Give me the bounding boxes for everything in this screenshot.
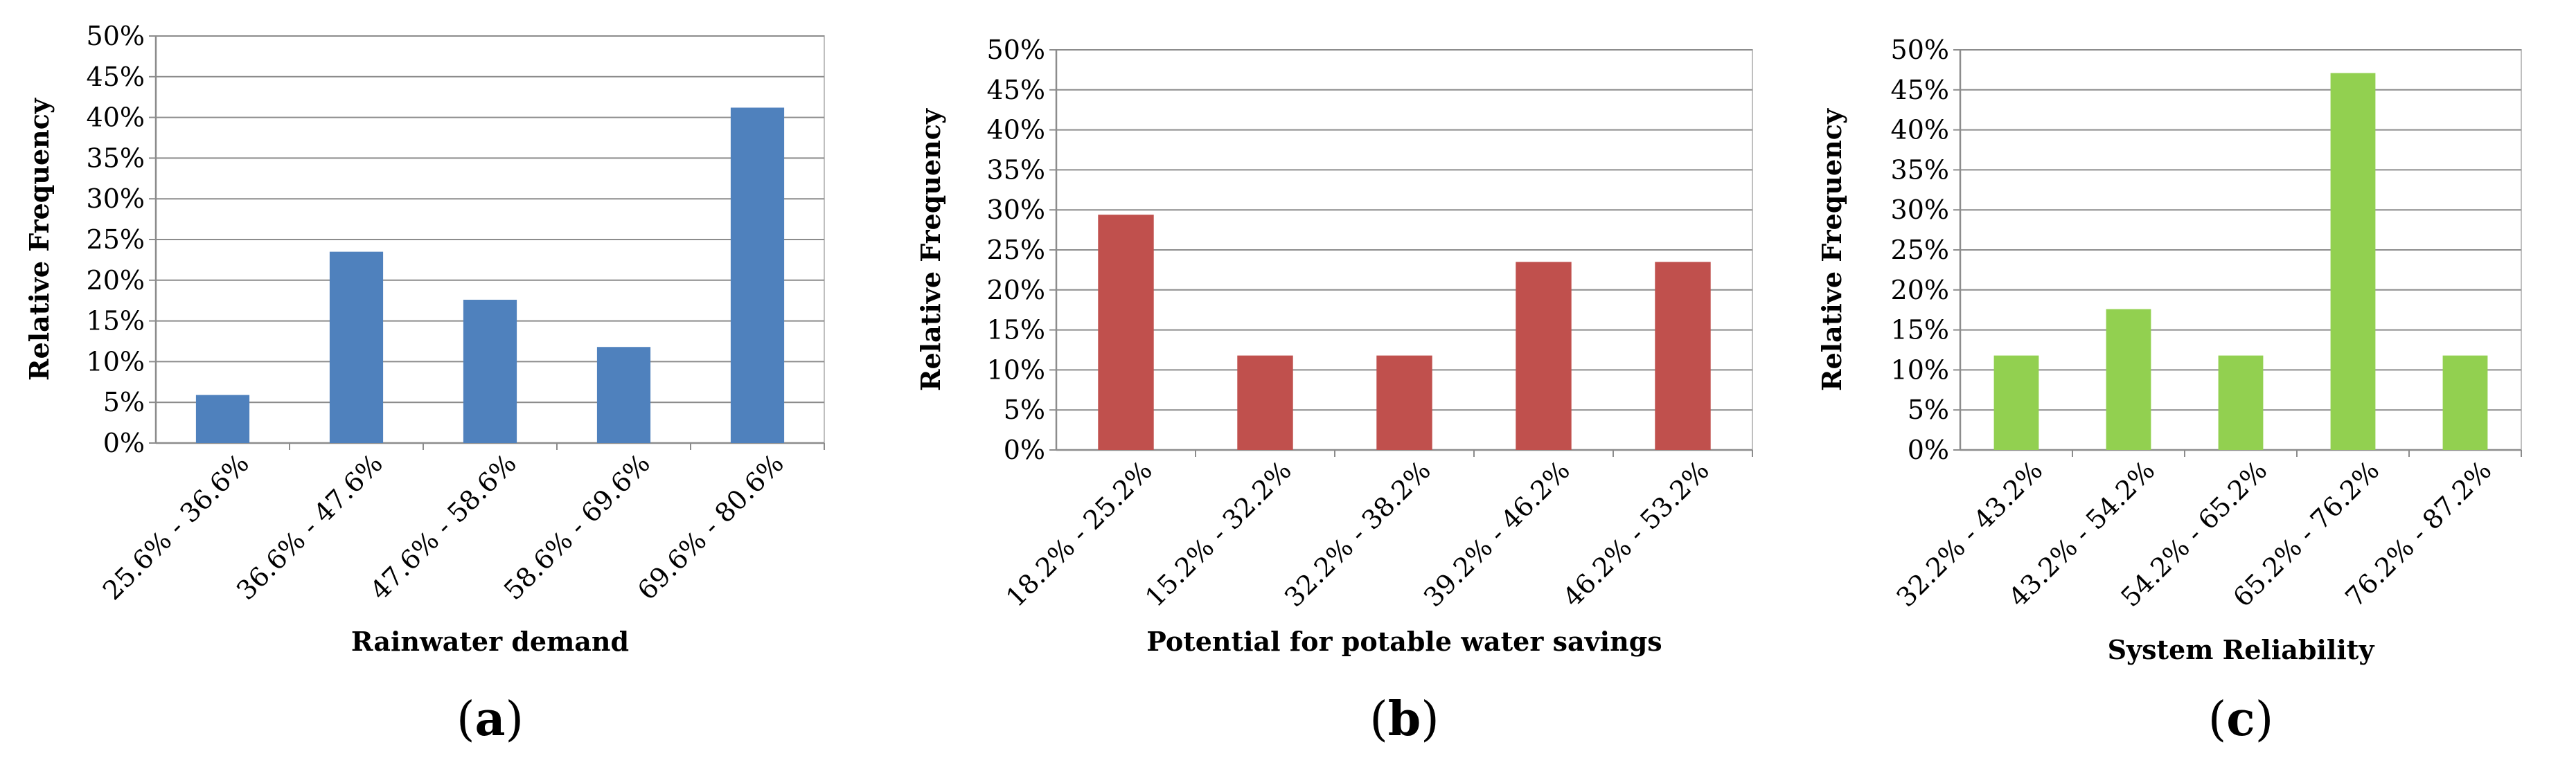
x-tick-label: 32.2% - 38.2% xyxy=(1279,455,1437,613)
chart-c: 0%5%10%15%20%25%30%35%40%45%50%32.2% - 4… xyxy=(1816,35,2522,747)
bar-b-5[interactable] xyxy=(1655,262,1711,450)
x-tick-label: 25.6% - 36.6% xyxy=(97,448,255,606)
y-tick-label: 5% xyxy=(103,387,145,417)
y-axis-title: Relative Frequency xyxy=(1816,108,1847,391)
bar-c-1[interactable] xyxy=(1993,355,2039,450)
y-tick-label: 35% xyxy=(87,143,145,173)
y-axis-title: Relative Frequency xyxy=(24,98,55,381)
x-tick-label: 58.6% - 69.6% xyxy=(498,448,656,606)
y-tick-label: 45% xyxy=(987,75,1045,105)
y-tick-label: 20% xyxy=(987,275,1045,305)
x-tick-label: 47.6% - 58.6% xyxy=(364,448,522,606)
y-tick-label: 5% xyxy=(1908,395,1949,425)
bar-b-3[interactable] xyxy=(1376,355,1432,450)
y-tick-label: 15% xyxy=(1891,315,1949,345)
y-tick-label: 35% xyxy=(987,154,1045,185)
bar-b-1[interactable] xyxy=(1098,215,1154,450)
panel-label: (a) xyxy=(456,692,524,747)
bar-a-4[interactable] xyxy=(596,347,651,443)
y-tick-label: 10% xyxy=(1891,354,1949,385)
y-tick-label: 10% xyxy=(987,354,1045,385)
y-tick-label: 25% xyxy=(987,235,1045,265)
x-axis-title: System Reliability xyxy=(2108,634,2375,665)
x-axis-title: Rainwater demand xyxy=(351,626,629,657)
bar-c-5[interactable] xyxy=(2442,355,2488,450)
y-tick-label: 5% xyxy=(1004,395,1045,425)
y-tick-label: 35% xyxy=(1891,154,1949,185)
y-tick-label: 50% xyxy=(987,35,1045,65)
panel-label: (c) xyxy=(2208,692,2273,747)
y-tick-label: 45% xyxy=(87,62,145,92)
y-tick-label: 0% xyxy=(1908,435,1949,465)
y-tick-label: 45% xyxy=(1891,75,1949,105)
y-tick-label: 25% xyxy=(87,224,145,255)
bar-c-2[interactable] xyxy=(2106,309,2151,450)
x-axis-title: Potential for potable water savings xyxy=(1146,626,1662,657)
x-tick-label: 69.6% - 80.6% xyxy=(632,448,790,606)
y-tick-label: 30% xyxy=(987,195,1045,225)
chart-a: 0% 5% 10% 15% 20% 25% 30% 35% 40% 45% 50% 25.6% - 3… xyxy=(24,21,825,747)
bar-c-3[interactable] xyxy=(2218,355,2264,450)
y-tick-label: 20% xyxy=(1891,275,1949,305)
y-tick-label: 50% xyxy=(87,21,145,51)
y-tick-label: 30% xyxy=(1891,195,1949,225)
y-tick-label: 40% xyxy=(87,102,145,133)
y-tick-label: 30% xyxy=(87,183,145,214)
bar-a-2[interactable] xyxy=(329,251,384,443)
y-tick-label: 50% xyxy=(1891,35,1949,65)
y-tick-label: 40% xyxy=(1891,115,1949,145)
x-tick-label: 46.2% - 53.2% xyxy=(1557,455,1715,613)
y-tick-label: 20% xyxy=(87,265,145,296)
y-tick-label: 15% xyxy=(987,315,1045,345)
y-tick-label: 0% xyxy=(1004,435,1045,465)
bar-c-4[interactable] xyxy=(2330,73,2376,451)
y-tick-label: 0% xyxy=(103,428,145,458)
bar-a-1[interactable] xyxy=(195,395,250,443)
x-tick-label: 15.2% - 32.2% xyxy=(1139,455,1297,613)
x-tick-label: 39.2% - 46.2% xyxy=(1418,455,1576,613)
bar-b-2[interactable] xyxy=(1237,355,1293,450)
x-tick-label: 36.6% - 47.6% xyxy=(231,448,389,606)
y-tick-label: 25% xyxy=(1891,235,1949,265)
y-axis-title: Relative Frequency xyxy=(915,108,946,391)
y-tick-label: 15% xyxy=(87,306,145,336)
bar-a-5[interactable] xyxy=(730,107,785,443)
bar-a-3[interactable] xyxy=(463,300,517,443)
y-tick-label: 10% xyxy=(87,346,145,377)
bar-b-4[interactable] xyxy=(1516,262,1572,450)
chart-b: 0% 5% 10% 15% 20% 25% 30% 35% 40% 45% 50% 18.2% - 2… xyxy=(915,35,1753,747)
panel-label: (b) xyxy=(1369,692,1439,747)
x-tick-label: 18.2% - 25.2% xyxy=(1000,455,1158,613)
y-tick-label: 40% xyxy=(987,115,1045,145)
